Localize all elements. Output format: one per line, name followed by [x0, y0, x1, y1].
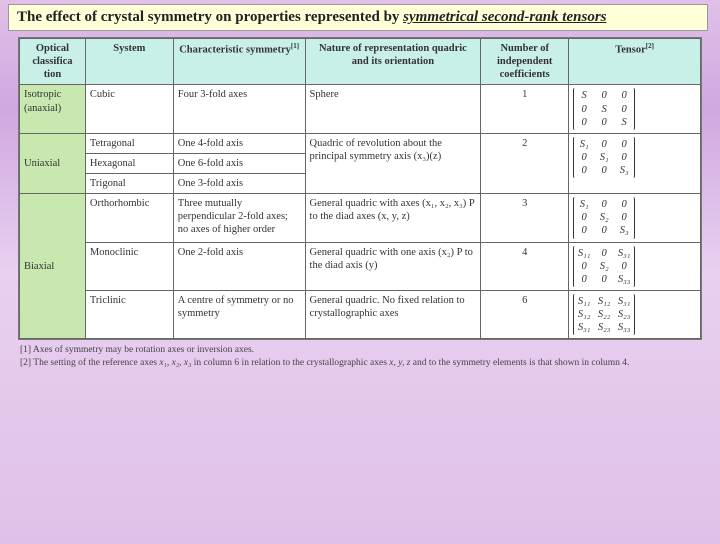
cell-system: Monoclinic — [85, 242, 173, 290]
page-title: The effect of crystal symmetry on proper… — [8, 4, 708, 31]
cell-num: 4 — [481, 242, 569, 290]
th-tensor: Tensor[2] — [569, 39, 701, 85]
matrix-ortho: S₁000S₂000S₃ — [573, 197, 635, 238]
table-row: Monoclinic One 2-fold axis General quadr… — [20, 242, 701, 290]
th-nature: Nature of representation quadric and its… — [305, 39, 481, 85]
cell-nature: General quadric with axes (x₁, x₂, x₃) P… — [305, 194, 481, 242]
cell-tensor: S₁000S₂000S₃ — [569, 194, 701, 242]
cell-system: Hexagonal — [85, 153, 173, 173]
footnote-1: [1] Axes of symmetry may be rotation axe… — [20, 344, 700, 357]
cell-char: Three mutually perpendicular 2-fold axes… — [173, 194, 305, 242]
cell-system: Triclinic — [85, 290, 173, 338]
cell-system: Trigonal — [85, 174, 173, 194]
cell-optical-bi: Biaxial — [20, 194, 86, 339]
cell-optical-iso: Isotropic (anaxial) — [20, 85, 86, 133]
cell-char: One 3-fold axis — [173, 174, 305, 194]
cell-num: 2 — [481, 133, 569, 193]
cell-tensor: S000S000S — [569, 85, 701, 133]
footnote-2: [2] The setting of the reference axes x₁… — [20, 357, 700, 370]
matrix-tric: S₁₁S₁₂S₃₁S₁₂S₂₂S₂₃S₃₁S₂₃S₃₃ — [573, 294, 635, 335]
table-row: Biaxial Orthorhombic Three mutually perp… — [20, 194, 701, 242]
cell-num: 3 — [481, 194, 569, 242]
cell-nature: Quadric of revolution about the principa… — [305, 133, 481, 193]
cell-char: One 4-fold axis — [173, 133, 305, 153]
th-char: Characteristic symmetry[1] — [173, 39, 305, 85]
cell-nature: General quadric with one axis (x₂) P to … — [305, 242, 481, 290]
title-emph: symmetrical second-rank tensors — [403, 9, 606, 25]
matrix-mono: S₁₁0S₃₁0S₂000S₃₃ — [573, 246, 635, 287]
cell-char: One 6-fold axis — [173, 153, 305, 173]
cell-tensor: S₁000S₁000S₃ — [569, 133, 701, 193]
cell-system: Orthorhombic — [85, 194, 173, 242]
table-row: Triclinic A centre of symmetry or no sym… — [20, 290, 701, 338]
th-num: Number of independent coefficients — [481, 39, 569, 85]
cell-tensor: S₁₁S₁₂S₃₁S₁₂S₂₂S₂₃S₃₁S₂₃S₃₃ — [569, 290, 701, 338]
table-row: Isotropic (anaxial) Cubic Four 3-fold ax… — [20, 85, 701, 133]
matrix-cubic: S000S000S — [573, 88, 635, 129]
cell-char: One 2-fold axis — [173, 242, 305, 290]
th-optical: Optical classifica tion — [20, 39, 86, 85]
cell-tensor: S₁₁0S₃₁0S₂000S₃₃ — [569, 242, 701, 290]
cell-nature: Sphere — [305, 85, 481, 133]
cell-optical-uni: Uniaxial — [20, 133, 86, 193]
cell-num: 6 — [481, 290, 569, 338]
tensor-table: Optical classifica tion System Character… — [19, 38, 701, 339]
table-row: Uniaxial Tetragonal One 4-fold axis Quad… — [20, 133, 701, 153]
cell-system: Cubic — [85, 85, 173, 133]
title-pre: The effect of crystal symmetry on proper… — [17, 9, 403, 25]
cell-char: Four 3-fold axes — [173, 85, 305, 133]
table-header-row: Optical classifica tion System Character… — [20, 39, 701, 85]
cell-nature: General quadric. No fixed relation to cr… — [305, 290, 481, 338]
cell-system: Tetragonal — [85, 133, 173, 153]
th-system: System — [85, 39, 173, 85]
tensor-table-wrap: Optical classifica tion System Character… — [18, 37, 702, 340]
cell-char: A centre of symmetry or no symmetry — [173, 290, 305, 338]
footnotes: [1] Axes of symmetry may be rotation axe… — [20, 344, 700, 370]
matrix-uniaxial: S₁000S₁000S₃ — [573, 137, 635, 178]
cell-num: 1 — [481, 85, 569, 133]
